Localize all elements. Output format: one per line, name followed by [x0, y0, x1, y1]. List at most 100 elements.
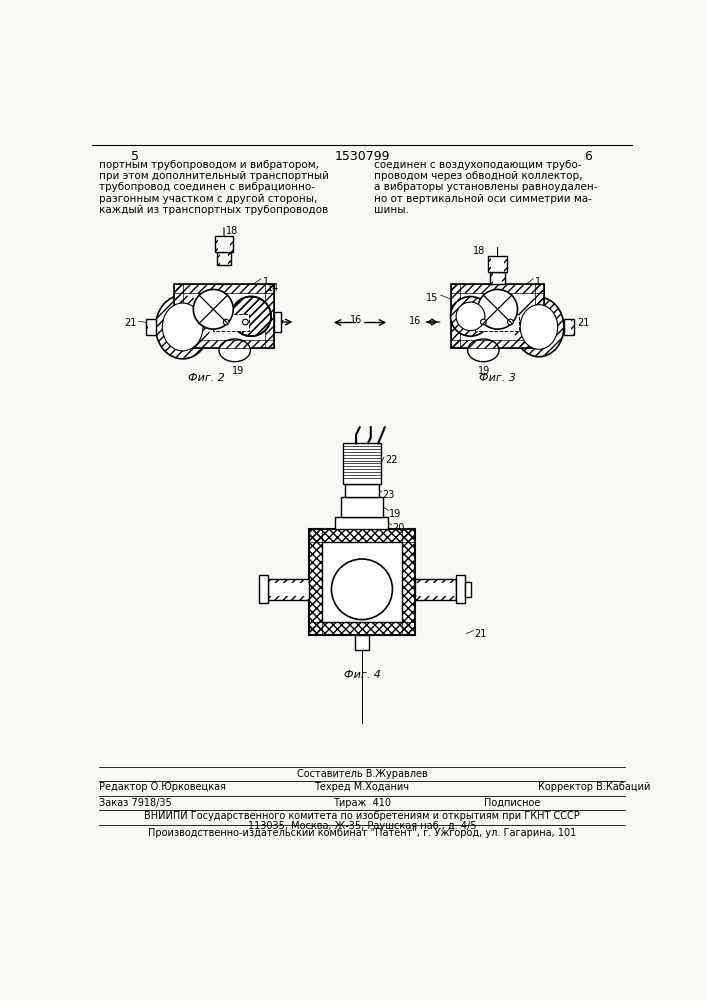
Bar [322, 542, 402, 622]
Bar [343, 443, 381, 484]
Text: трубопровод соединен с вибрационно-: трубопровод соединен с вибрационно- [99, 182, 315, 192]
Bar [174, 340, 274, 348]
Text: 6: 6 [584, 150, 592, 163]
Text: 19: 19 [478, 366, 490, 376]
Bar [341, 497, 383, 517]
Bar [451, 284, 544, 293]
Text: а вибраторы установлены равноудален-: а вибраторы установлены равноудален- [373, 182, 597, 192]
Text: 16: 16 [350, 315, 362, 325]
Bar [504, 256, 507, 272]
Text: Заказ 7918/35: Заказ 7918/35 [99, 798, 172, 808]
Bar [215, 236, 218, 252]
Bar [564, 319, 574, 335]
Text: 18: 18 [226, 226, 238, 236]
Text: шины.: шины. [373, 205, 409, 215]
Bar [308, 529, 415, 542]
Text: 19: 19 [232, 366, 245, 376]
Bar [464, 582, 471, 597]
Text: 23: 23 [382, 490, 395, 500]
Bar [265, 284, 274, 348]
Bar [535, 284, 544, 348]
Bar [146, 319, 156, 335]
Ellipse shape [163, 303, 203, 351]
Text: Корректор В.Кабаций: Корректор В.Кабаций [538, 782, 650, 792]
Circle shape [231, 297, 271, 336]
Bar [456, 575, 464, 603]
Bar [174, 284, 274, 293]
Bar [356, 635, 368, 650]
Text: 5: 5 [131, 150, 139, 163]
Bar [491, 272, 505, 284]
Text: 22: 22 [385, 455, 397, 465]
Text: 21: 21 [578, 318, 590, 328]
Bar [451, 284, 460, 348]
Bar [415, 579, 456, 583]
Bar [230, 236, 233, 252]
Bar [217, 252, 231, 265]
Text: при этом дополнительный транспортный: при этом дополнительный транспортный [99, 171, 329, 181]
Bar [268, 596, 308, 600]
Text: но от вертикальной оси симметрии ма-: но от вертикальной оси симметрии ма- [373, 194, 592, 204]
Text: разгонным участком с другой стороны,: разгонным участком с другой стороны, [99, 194, 317, 204]
Bar [259, 575, 268, 603]
Bar [146, 319, 148, 335]
Bar [491, 272, 493, 284]
Text: каждый из транспортных трубопроводов: каждый из транспортных трубопроводов [99, 205, 329, 215]
Ellipse shape [467, 339, 499, 362]
Ellipse shape [156, 295, 210, 359]
Bar [308, 622, 415, 635]
Bar [215, 236, 233, 252]
Bar [274, 312, 281, 332]
Bar [451, 284, 544, 348]
Bar [217, 252, 220, 265]
Circle shape [456, 302, 485, 331]
Circle shape [243, 319, 248, 325]
Circle shape [481, 319, 486, 325]
Text: 14: 14 [267, 283, 279, 293]
Bar [268, 579, 308, 600]
Text: Редактор О.Юрковецкая: Редактор О.Юрковецкая [99, 782, 226, 792]
Bar [308, 529, 322, 635]
Text: 16: 16 [409, 316, 421, 326]
Text: Тираж  410: Тираж 410 [333, 798, 391, 808]
Text: Фиг. 2: Фиг. 2 [188, 373, 225, 383]
Text: портным трубопроводом и вибратором,: портным трубопроводом и вибратором, [99, 160, 320, 170]
Text: Производственно-издательский комбинат "Патент", г. Ужгород, ул. Гагарина, 101: Производственно-издательский комбинат "П… [148, 828, 576, 838]
Circle shape [478, 289, 518, 329]
Circle shape [508, 319, 513, 325]
Text: 18: 18 [472, 246, 485, 256]
Bar [415, 596, 456, 600]
Bar [489, 256, 491, 272]
Text: Фиг. 4: Фиг. 4 [344, 670, 380, 680]
Bar [475, 314, 519, 331]
Bar [346, 484, 378, 497]
Bar [502, 272, 505, 284]
Circle shape [193, 289, 233, 329]
Bar [571, 319, 574, 335]
Bar [174, 284, 182, 348]
Text: Подписное: Подписное [484, 798, 540, 808]
Text: Фиг. 3: Фиг. 3 [479, 373, 516, 383]
Ellipse shape [514, 297, 564, 357]
Text: Составитель В.Журавлев: Составитель В.Журавлев [296, 769, 427, 779]
Bar [228, 252, 231, 265]
Text: 113035, Москва, Ж-35, Раушская наб., д. 4/5: 113035, Москва, Ж-35, Раушская наб., д. … [247, 821, 477, 831]
Text: 17: 17 [272, 320, 285, 330]
Text: проводом через обводной коллектор,: проводом через обводной коллектор, [373, 171, 582, 181]
Text: 21: 21 [474, 629, 486, 639]
Bar [402, 529, 415, 635]
Bar [308, 529, 415, 635]
Bar [489, 256, 507, 272]
Text: ВНИИПИ Государственного комитета по изобретениям и открытиям при ГКНТ СССР: ВНИИПИ Государственного комитета по изоб… [144, 811, 580, 821]
Text: 19: 19 [389, 509, 402, 519]
Circle shape [332, 559, 392, 620]
Text: 20: 20 [392, 523, 404, 533]
Ellipse shape [520, 305, 558, 349]
Bar [415, 579, 456, 600]
Text: соединен с воздухоподающим трубо-: соединен с воздухоподающим трубо- [373, 160, 581, 170]
Bar [174, 284, 274, 348]
Bar [214, 314, 249, 331]
Ellipse shape [219, 339, 250, 362]
Text: 21: 21 [124, 318, 137, 328]
Bar [268, 579, 308, 583]
